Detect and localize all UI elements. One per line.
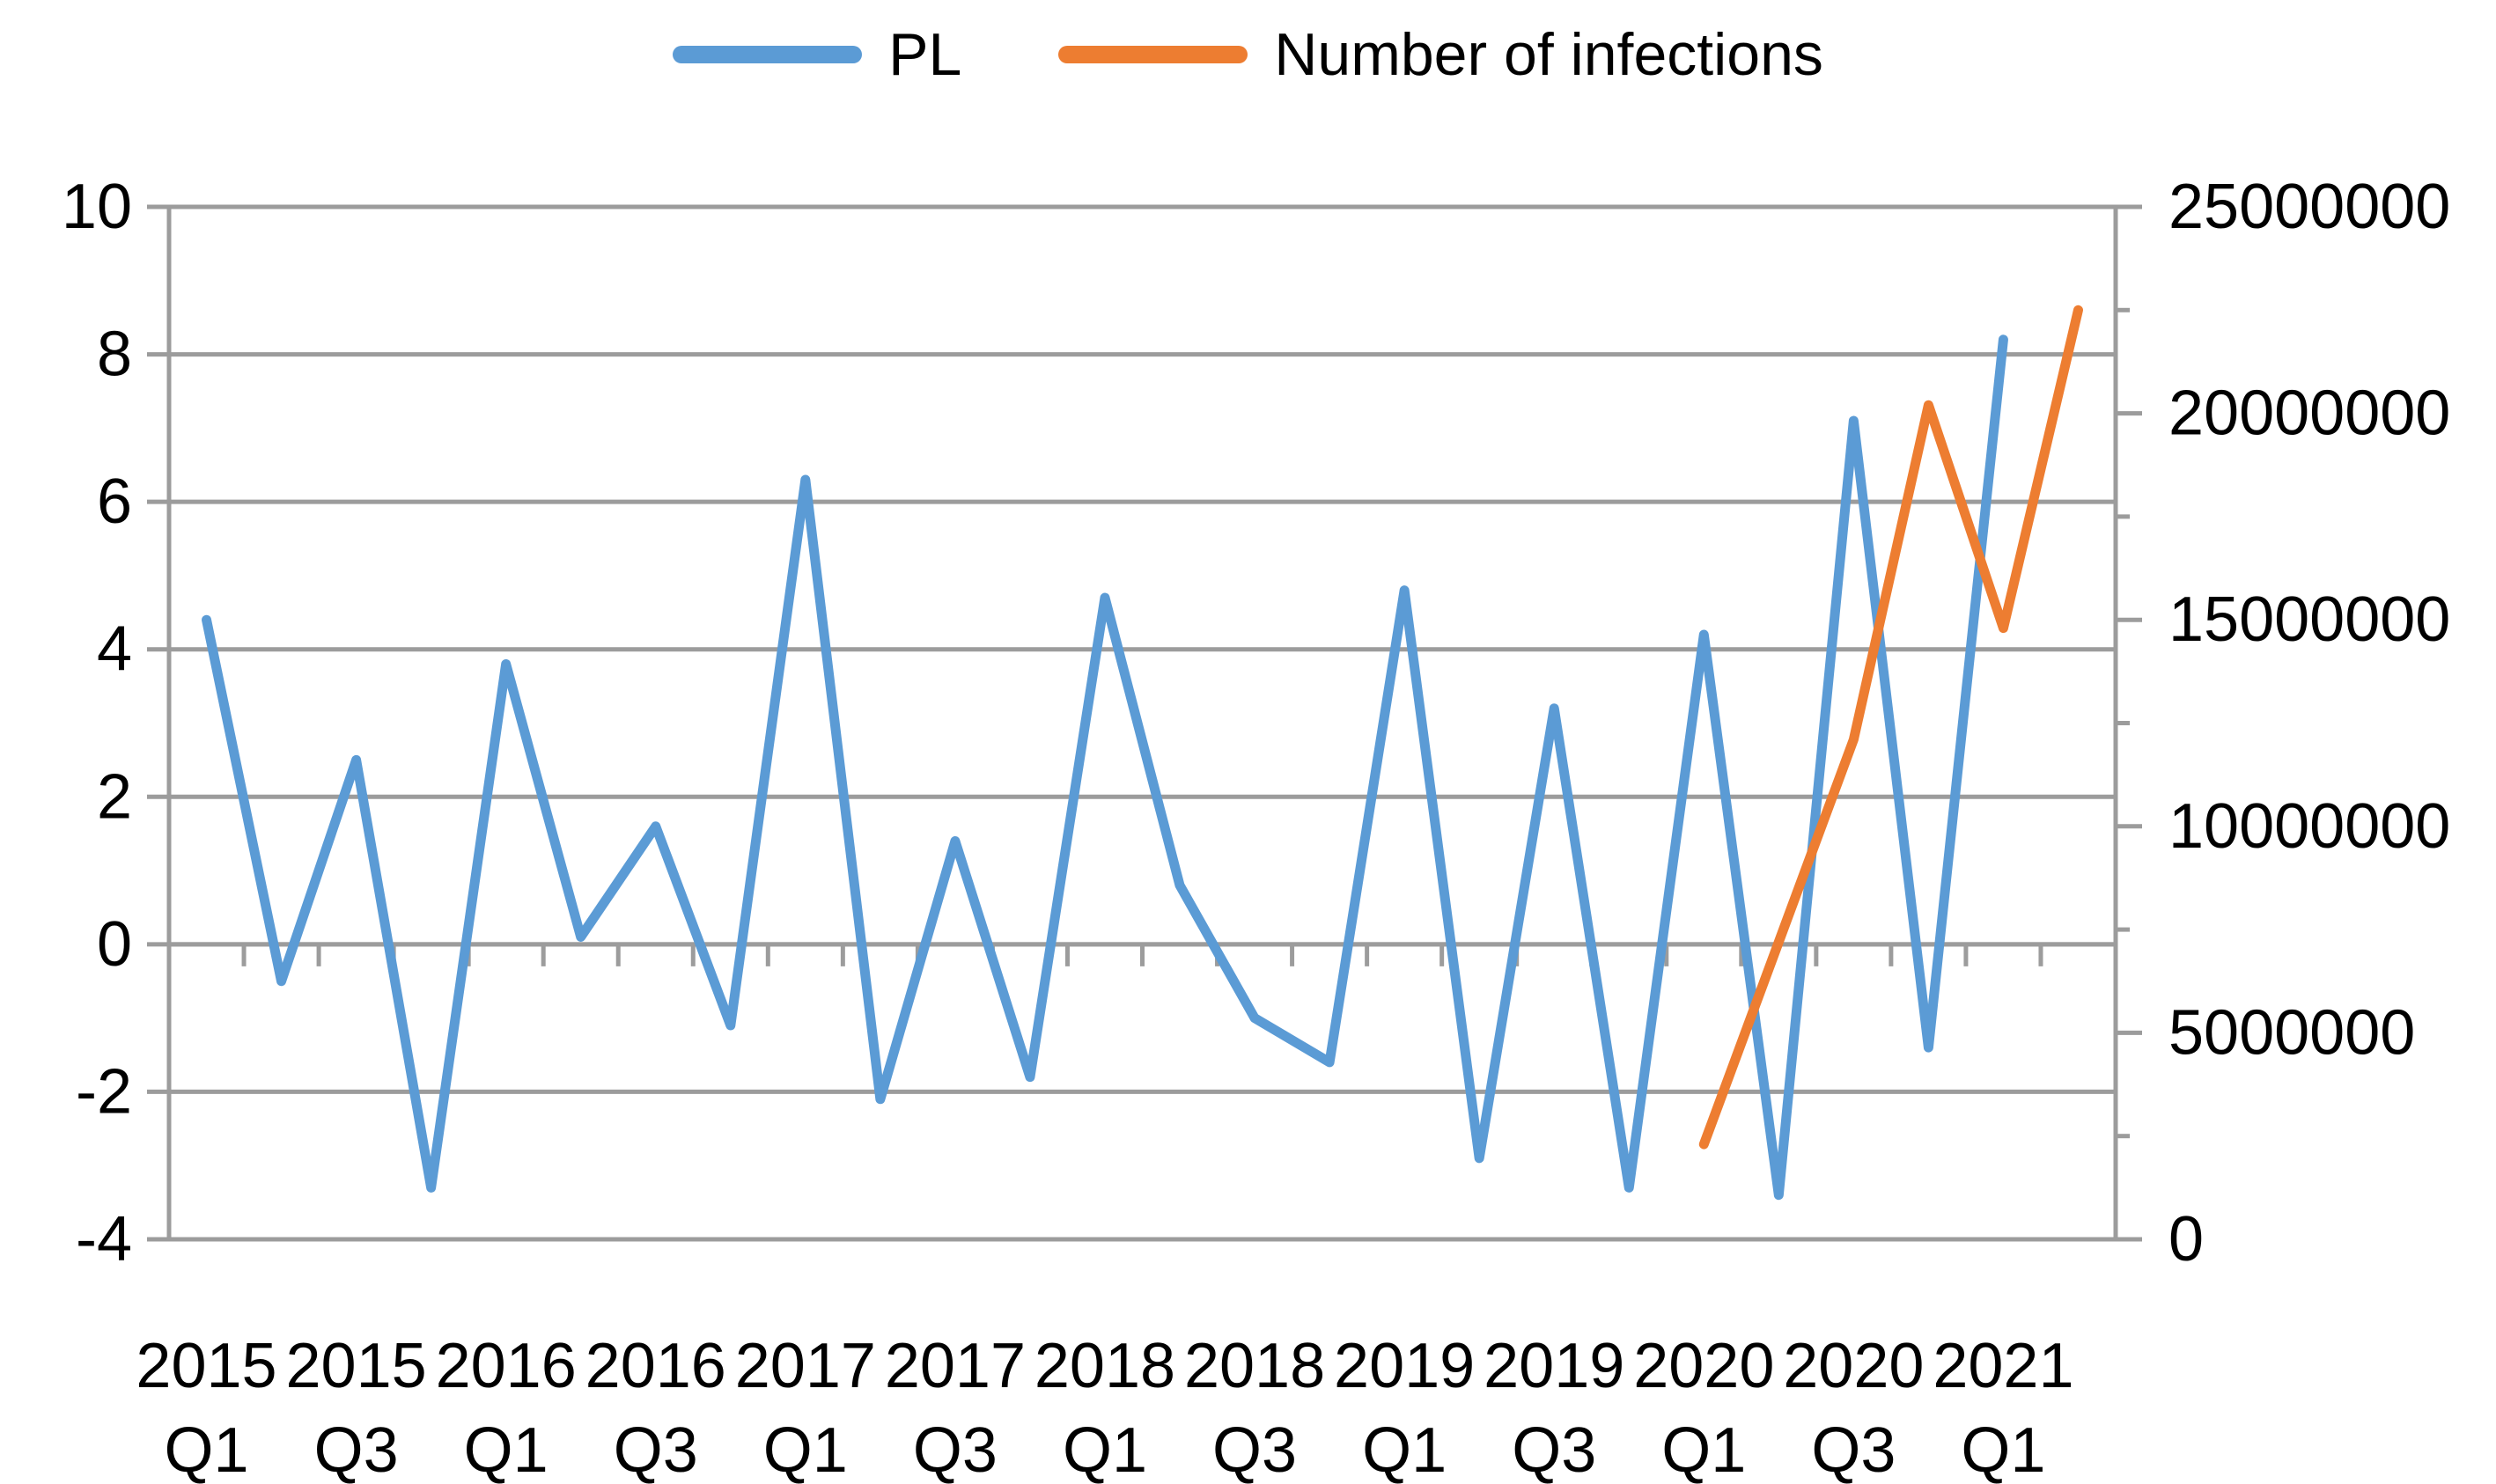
x-axis-quarter-label: Q1	[164, 1415, 248, 1484]
legend-line-sample-pl	[673, 46, 863, 63]
x-axis-year-label: 2020	[1783, 1331, 1924, 1401]
x-axis-year-label: 2017	[735, 1331, 876, 1401]
series-line-pl	[202, 334, 2008, 1201]
series-line-number-of-infections	[1698, 305, 2083, 1150]
legend-label-infections: Number of infections	[1274, 21, 1823, 88]
x-axis-year-label: 2015	[136, 1331, 276, 1401]
x-axis-quarter-label: Q1	[763, 1415, 848, 1484]
x-axis-quarter-label: Q3	[1811, 1415, 1896, 1484]
x-axis-quarter-label: Q3	[1212, 1415, 1297, 1484]
x-axis-year-label: 2019	[1484, 1331, 1624, 1401]
right-axis-label: 20000000	[2168, 378, 2450, 449]
right-axis-label: 25000000	[2168, 172, 2450, 242]
right-axis-label: 15000000	[2168, 584, 2450, 655]
x-axis-year-label: 2018	[1184, 1331, 1325, 1401]
left-axis-label: -4	[76, 1204, 132, 1275]
x-axis-quarter-label: Q1	[1362, 1415, 1447, 1484]
x-axis-quarter-label: Q3	[913, 1415, 998, 1484]
left-axis-label: 0	[97, 909, 132, 980]
left-axis-label: 4	[97, 614, 132, 685]
legend: PL Number of infections	[0, 25, 2496, 84]
left-axis-label: -2	[76, 1056, 132, 1127]
x-axis-year-label: 2020	[1633, 1331, 1774, 1401]
legend-label-pl: PL	[888, 21, 962, 88]
legend-item-infections: Number of infections	[1058, 25, 1823, 84]
x-axis-quarter-label: Q1	[464, 1415, 549, 1484]
x-axis-quarter-label: Q3	[614, 1415, 698, 1484]
left-axis-label: 6	[97, 467, 132, 537]
x-axis-quarter-label: Q1	[1063, 1415, 1147, 1484]
x-axis-year-label: 2017	[885, 1331, 1026, 1401]
x-axis-quarter-label: Q3	[1512, 1415, 1596, 1484]
right-axis-label: 5000000	[2168, 997, 2415, 1068]
legend-line-sample-infections	[1058, 46, 1248, 63]
x-axis-quarter-label: Q1	[1661, 1415, 1746, 1484]
left-axis-label: 8	[97, 320, 132, 390]
x-axis-year-label: 2016	[585, 1331, 726, 1401]
right-axis-label: 10000000	[2168, 791, 2450, 862]
left-axis-label: 10	[62, 172, 132, 242]
x-axis-year-label: 2019	[1334, 1331, 1475, 1401]
x-axis-quarter-label: Q3	[314, 1415, 399, 1484]
legend-item-pl: PL	[673, 25, 961, 84]
x-axis-year-label: 2018	[1034, 1331, 1175, 1401]
right-axis-label: 0	[2168, 1204, 2204, 1275]
x-axis-year-label: 2016	[436, 1331, 577, 1401]
x-axis-year-label: 2015	[286, 1331, 427, 1401]
x-axis-year-label: 2021	[1933, 1331, 2073, 1401]
left-axis-label: 2	[97, 761, 132, 832]
x-axis-quarter-label: Q1	[1961, 1415, 2045, 1484]
